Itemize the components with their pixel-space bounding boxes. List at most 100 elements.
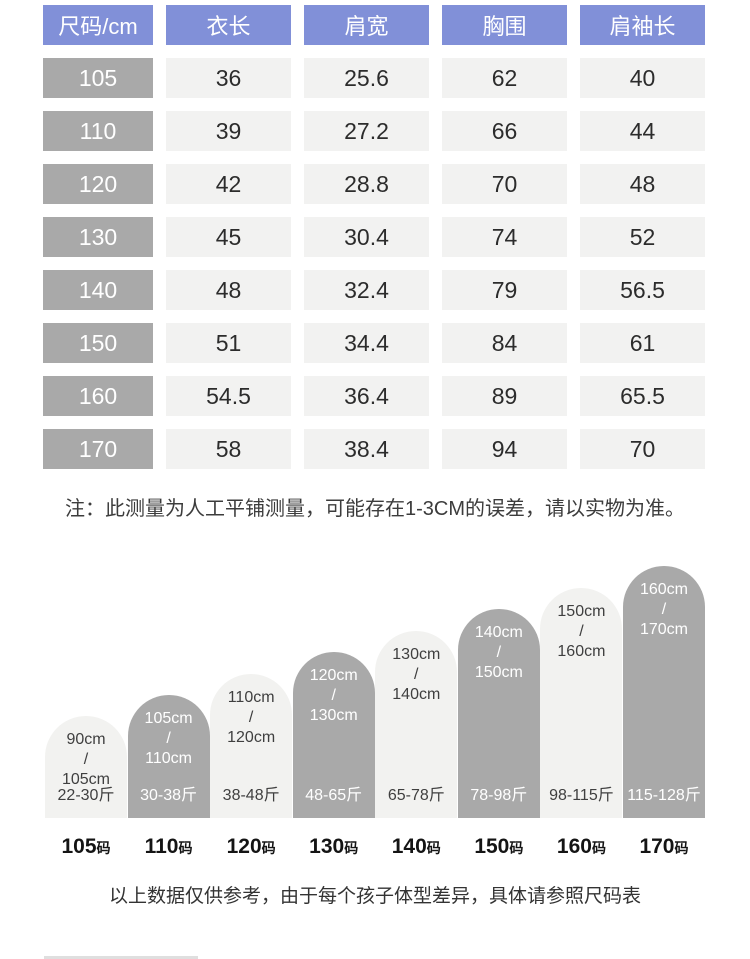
table-value-cell: 62 [442,58,567,98]
table-value-cell: 44 [580,111,705,151]
table-size-cell: 110 [43,111,153,151]
size-label-suffix: 码 [509,840,524,856]
table-value-cell: 48 [580,164,705,204]
table-header-cell: 尺码/cm [43,5,153,45]
bar-weight-range: 38-48斤 [222,787,280,804]
size-label-suffix: 码 [96,840,111,856]
bar-weight-range: 65-78斤 [387,787,445,804]
height-to: 150cm [474,664,523,681]
table-value-cell: 42 [166,164,291,204]
bar-height-range: 120cm / 130cm [293,652,375,726]
height-separator: / [579,623,584,640]
bar-height-range: 110cm / 120cm [210,674,292,748]
height-to: 120cm [227,729,276,746]
table-value-cell: 48 [166,270,291,310]
chart-bar: 140cm / 150cm 78-98斤 [457,609,540,818]
size-label-suffix: 码 [591,840,606,856]
table-value-cell: 38.4 [304,429,429,469]
height-from: 150cm [557,603,606,620]
size-label-suffix: 码 [674,840,689,856]
table-header-cell: 肩袖长 [580,5,705,45]
size-label-suffix: 码 [178,840,193,856]
size-label-number: 120 [226,835,262,858]
chart-bar: 120cm / 130cm 48-65斤 [292,652,375,818]
table-value-cell: 45 [166,217,291,257]
bar-height-range: 160cm / 170cm [623,566,705,640]
size-label-number: 170 [639,835,675,858]
table-value-cell: 61 [580,323,705,363]
bar-weight-range: 22-30斤 [57,787,115,804]
height-from: 110cm [227,689,275,706]
table-value-cell: 66 [442,111,567,151]
table-value-cell: 74 [442,217,567,257]
size-label: 140码 [375,834,457,862]
size-label-number: 140 [391,835,427,858]
height-from: 90cm [66,731,106,748]
table-value-cell: 51 [166,323,291,363]
height-from: 120cm [309,667,358,684]
table-size-cell: 105 [43,58,153,98]
bar-height-range: 105cm / 110cm [128,695,210,769]
table-size-cell: 140 [43,270,153,310]
bar-weight-range: 48-65斤 [305,787,363,804]
size-label: 105码 [45,834,127,862]
chart-bar: 150cm / 160cm 98-115斤 [540,588,623,818]
table-value-cell: 54.5 [166,376,291,416]
size-label: 150码 [458,834,540,862]
table-value-cell: 94 [442,429,567,469]
table-header-cell: 肩宽 [304,5,429,45]
bar-weight-range: 78-98斤 [470,787,528,804]
table-value-cell: 56.5 [580,270,705,310]
bar-weight-range: 115-128斤 [627,787,701,804]
bar-weight-range: 30-38斤 [140,787,198,804]
height-from: 130cm [392,646,441,663]
table-value-cell: 84 [442,323,567,363]
height-to: 110cm [145,750,192,767]
table-size-cell: 120 [43,164,153,204]
height-from: 140cm [474,624,523,641]
chart-bar: 130cm / 140cm 65-78斤 [375,631,458,818]
table-value-cell: 25.6 [304,58,429,98]
size-label: 130码 [293,834,375,862]
table-size-cell: 150 [43,323,153,363]
measurement-note: 注：此测量为人工平铺测量，可能存在1-3CM的误差，请以实物为准。 [64,498,685,520]
height-separator: / [331,687,336,704]
size-label-suffix: 码 [261,840,276,856]
table-value-cell: 70 [442,164,567,204]
height-to: 170cm [639,621,688,638]
bar-weight-range: 98-115斤 [549,787,614,804]
chart-bar: 90cm / 105cm 22-30斤 [45,716,127,818]
table-value-cell: 89 [442,376,567,416]
chart-bar: 110cm / 120cm 38-48斤 [210,674,293,818]
table-value-cell: 65.5 [580,376,705,416]
table-value-cell: 39 [166,111,291,151]
size-label: 160码 [540,834,622,862]
size-table: 尺码/cm 衣长 肩宽 胸围 肩袖长 105 36 25.6 62 40 110 39 27.2 66 44… [43,5,750,469]
table-size-cell: 160 [43,376,153,416]
table-value-cell: 36.4 [304,376,429,416]
height-separator: / [661,601,667,618]
chart-bar: 105cm / 110cm 30-38斤 [127,695,210,818]
bar-height-range: 130cm / 140cm [375,631,457,705]
chart-bar: 160cm / 170cm 115-128斤 [622,566,705,818]
bar-height-range: 90cm / 105cm [45,716,127,790]
table-value-cell: 70 [580,429,705,469]
height-to: 105cm [61,771,111,788]
size-label: 170码 [623,834,705,862]
size-chart-page: 尺码/cm 衣长 肩宽 胸围 肩袖长 105 36 25.6 62 40 110 39 27.2 66 44… [0,5,750,959]
footer-note: 以上数据仅供参考，由于每个孩子体型差异，具体请参照尺码表 [108,886,641,907]
table-header-cell: 衣长 [166,5,291,45]
height-separator: / [166,730,171,747]
table-value-cell: 40 [580,58,705,98]
table-value-cell: 30.4 [304,217,429,257]
chart-size-labels: 105码 110码 120码 130码 140码 150码 160码 170码 [0,834,750,860]
table-value-cell: 27.2 [304,111,429,151]
height-separator: / [83,751,89,768]
size-label-suffix: 码 [426,840,441,856]
height-to: 140cm [392,686,441,703]
size-label-number: 160 [556,835,592,858]
size-label: 110码 [128,834,210,862]
table-value-cell: 79 [442,270,567,310]
table-size-cell: 130 [43,217,153,257]
bar-height-range: 140cm / 150cm [458,609,540,683]
